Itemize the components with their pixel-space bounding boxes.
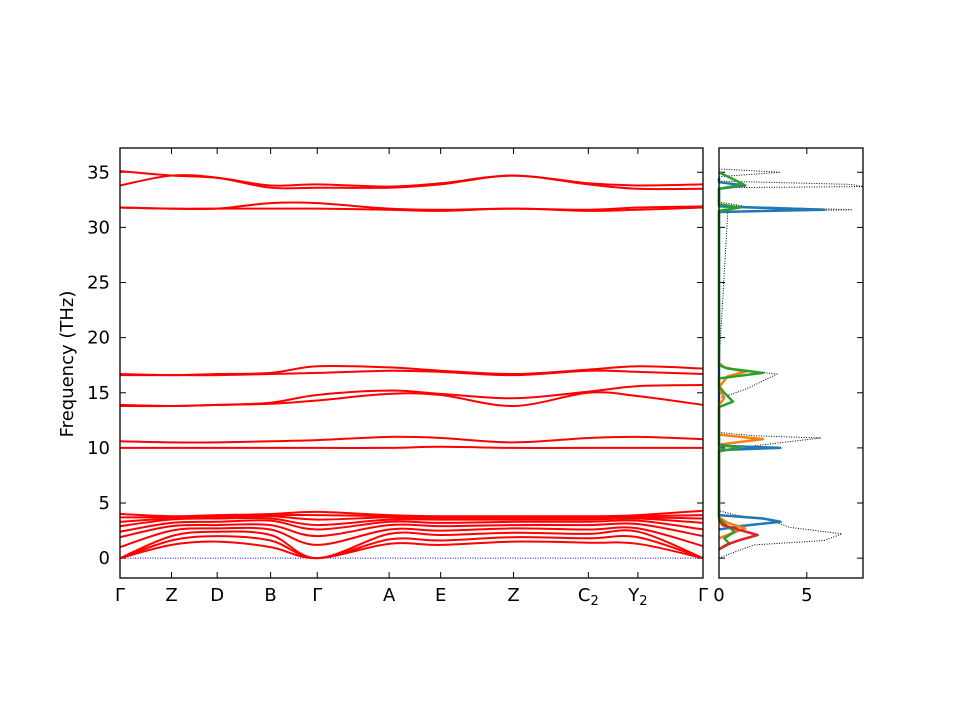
kpoint-label: C2 (578, 585, 599, 609)
phonon-band (119, 201, 704, 211)
kpoint-label: Y2 (627, 585, 647, 609)
phonon-band (119, 384, 704, 408)
phonon-band (119, 170, 704, 188)
y-tick-label: 25 (87, 273, 110, 294)
dos-x-tick-label: 0 (713, 585, 724, 606)
y-axis-label: Frequency (THz) (57, 291, 78, 438)
phonon-band (119, 515, 704, 523)
phonon-band (119, 540, 704, 560)
dos-curve (717, 171, 765, 551)
band-axes-frame (119, 147, 704, 579)
phonon-band (119, 514, 704, 519)
y-tick-label: 0 (99, 548, 110, 569)
phonon-band (119, 529, 704, 560)
phonon-band (119, 522, 704, 539)
dos-curve (718, 168, 864, 559)
kpoint-label: B (264, 585, 276, 606)
dos-x-tick-label: 5 (801, 585, 812, 606)
kpoint-label: Γ (312, 585, 322, 606)
phonon-band (119, 445, 703, 449)
phonon-band (119, 519, 704, 533)
phonon-band (119, 534, 704, 560)
phonon-band (119, 391, 704, 408)
y-tick-label: 10 (87, 438, 110, 459)
phonon-band (119, 435, 704, 444)
kpoint-label: Z (165, 585, 177, 606)
kpoint-label: Γ (115, 585, 125, 606)
y-tick-label: 15 (87, 383, 110, 404)
y-tick-label: 35 (87, 162, 110, 183)
kpoint-label: D (210, 585, 224, 606)
phonon-band (119, 526, 704, 549)
dos-axes-frame (718, 147, 864, 579)
y-tick-label: 30 (87, 217, 110, 238)
phonon-band (119, 509, 704, 518)
dos-curve (717, 518, 759, 551)
y-tick-label: 20 (87, 328, 110, 349)
kpoint-label: Z (507, 585, 519, 606)
kpoint-label: A (383, 585, 396, 606)
phonon-band (119, 364, 704, 377)
kpoint-label: E (435, 585, 446, 606)
y-tick-label: 5 (99, 493, 110, 514)
kpoint-label: Γ (698, 585, 708, 606)
dos-curve (717, 177, 826, 531)
